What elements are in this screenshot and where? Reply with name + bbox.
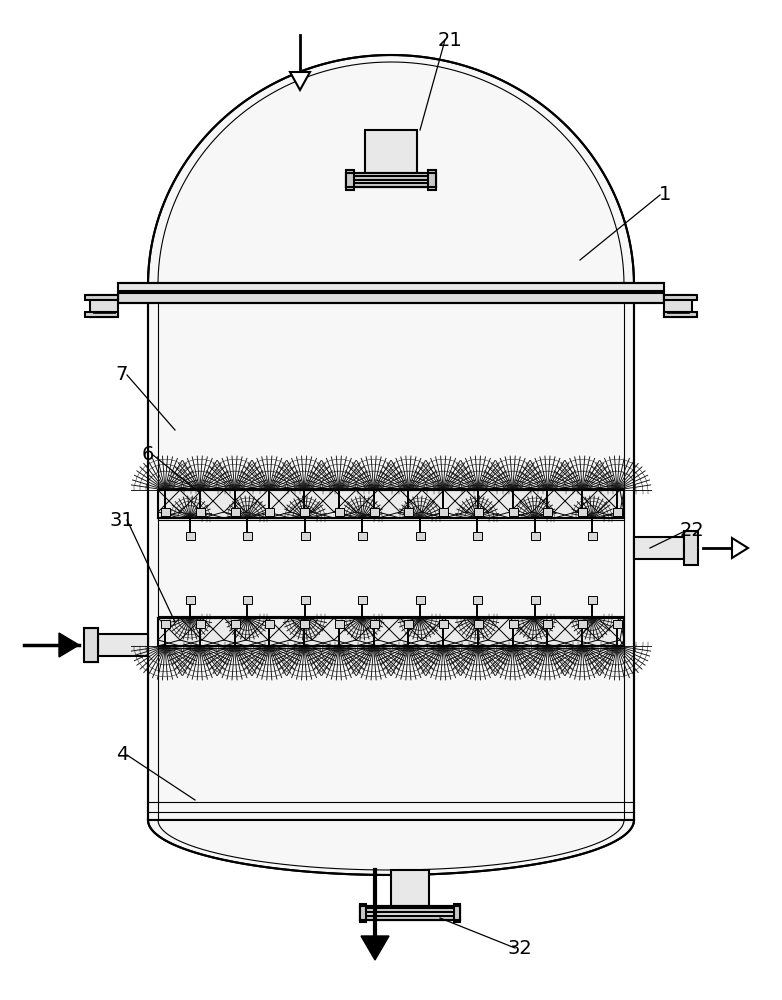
Bar [360, 908, 460, 912]
Bar [578, 508, 587, 516]
Text: 4: 4 [116, 746, 128, 764]
Text: 7: 7 [116, 365, 128, 384]
Bar [370, 620, 378, 628]
Bar [265, 508, 274, 516]
Bar [664, 295, 697, 300]
Bar [148, 285, 634, 820]
Bar [85, 312, 118, 317]
Bar [300, 620, 309, 628]
Bar [346, 176, 436, 180]
Bar [161, 620, 170, 628]
Bar [196, 508, 205, 516]
Polygon shape [361, 936, 389, 960]
Bar [360, 916, 460, 920]
Bar [474, 508, 483, 516]
Bar [301, 532, 310, 540]
Bar [186, 596, 195, 604]
Bar [684, 531, 698, 565]
Bar [335, 508, 344, 516]
Bar [404, 620, 414, 628]
Bar [473, 596, 482, 604]
Bar [391, 870, 429, 908]
Text: 22: 22 [680, 520, 705, 540]
Bar [84, 628, 98, 662]
Text: 32: 32 [508, 938, 533, 958]
Bar [346, 170, 354, 190]
Bar [118, 283, 664, 291]
Bar [346, 173, 436, 187]
Bar [360, 906, 460, 920]
Bar [300, 508, 309, 516]
Bar [118, 293, 664, 303]
Bar [243, 596, 253, 604]
Bar [416, 532, 425, 540]
Bar [186, 532, 195, 540]
Bar [509, 620, 518, 628]
Text: 21: 21 [438, 30, 462, 49]
Bar [454, 904, 460, 922]
Polygon shape [732, 538, 748, 558]
Bar [634, 537, 684, 559]
Bar [613, 620, 622, 628]
Bar [664, 312, 697, 317]
Polygon shape [148, 820, 634, 875]
Bar [231, 620, 239, 628]
Bar [613, 508, 622, 516]
Bar [358, 596, 368, 604]
Bar [360, 904, 366, 922]
Bar [530, 532, 540, 540]
Bar [530, 596, 540, 604]
Bar [85, 295, 118, 300]
Bar [664, 295, 692, 317]
Bar [90, 295, 118, 317]
Text: 6: 6 [142, 446, 154, 464]
Text: 31: 31 [109, 510, 135, 530]
Bar [474, 620, 483, 628]
Bar [509, 508, 518, 516]
Bar [365, 130, 417, 175]
Polygon shape [148, 55, 634, 285]
Bar [543, 620, 552, 628]
Bar [588, 532, 597, 540]
Bar [243, 532, 253, 540]
Bar [158, 618, 624, 646]
Bar [231, 508, 239, 516]
Bar [543, 508, 552, 516]
Bar [439, 620, 448, 628]
Polygon shape [290, 72, 310, 90]
Bar [265, 620, 274, 628]
Bar [588, 596, 597, 604]
Bar [578, 620, 587, 628]
Bar [161, 508, 170, 516]
Bar [428, 170, 436, 190]
Bar [370, 508, 378, 516]
Bar [335, 620, 344, 628]
Bar [301, 596, 310, 604]
Bar [98, 634, 148, 656]
Bar [358, 532, 368, 540]
Polygon shape [59, 633, 79, 657]
Bar [158, 490, 624, 518]
Bar [416, 596, 425, 604]
Bar [346, 183, 436, 187]
Bar [439, 508, 448, 516]
Bar [473, 532, 482, 540]
Text: 1: 1 [658, 186, 671, 205]
Bar [404, 508, 414, 516]
Bar [196, 620, 205, 628]
